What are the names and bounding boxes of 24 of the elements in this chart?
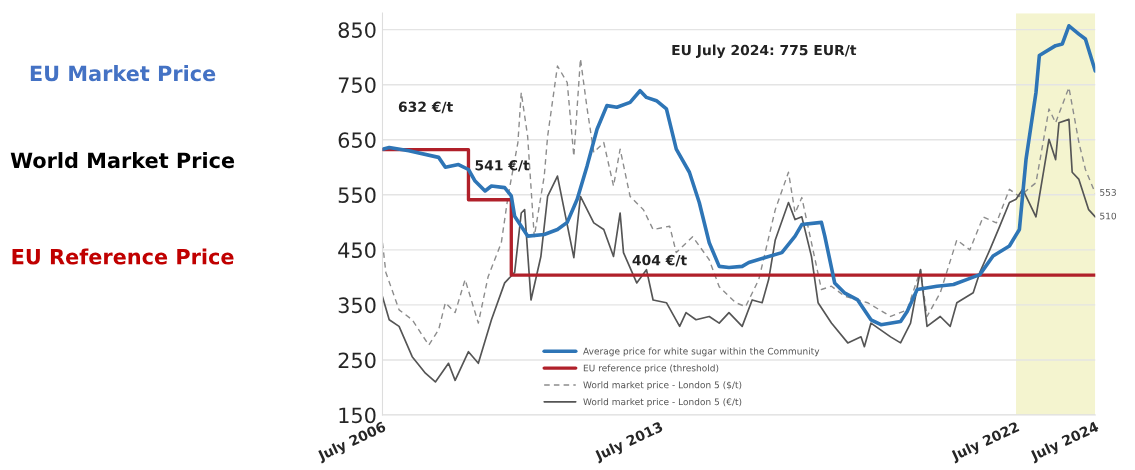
line-series <box>382 24 1096 327</box>
y-tick-label: 750 <box>338 77 376 93</box>
line-series <box>382 58 1096 346</box>
legend-label: Average price for white sugar within the Community <box>583 347 820 357</box>
legend-label: EU reference price (threshold) <box>583 364 719 374</box>
text: EU Market Price <box>30 65 216 82</box>
y-tick-label: 350 <box>338 297 376 314</box>
y-tick-label: 250 <box>338 352 376 369</box>
annotation: 553 <box>1100 188 1116 196</box>
y-tick-label: 850 <box>338 22 376 38</box>
annotation: EU July 2024: 775 EUR/t <box>672 44 857 59</box>
line-series <box>382 118 1096 383</box>
legend-label: World market price - London 5 (€/t) <box>583 398 742 407</box>
text: World Market Price <box>10 152 235 169</box>
y-tick-label: 450 <box>338 242 376 259</box>
y-tick-label: 650 <box>338 132 376 148</box>
y-tick-label: 550 <box>338 187 376 204</box>
y-tick-label: 150 <box>339 407 376 424</box>
annotation: 541 €/t <box>475 159 530 172</box>
annotation: 510 <box>1100 212 1117 220</box>
annotation: 404 €/t <box>632 254 687 267</box>
legend-label: World market price - London 5 ($/t) <box>583 381 742 391</box>
annotation: 632 €/t <box>398 101 453 114</box>
text: EU Reference Price <box>12 248 234 265</box>
